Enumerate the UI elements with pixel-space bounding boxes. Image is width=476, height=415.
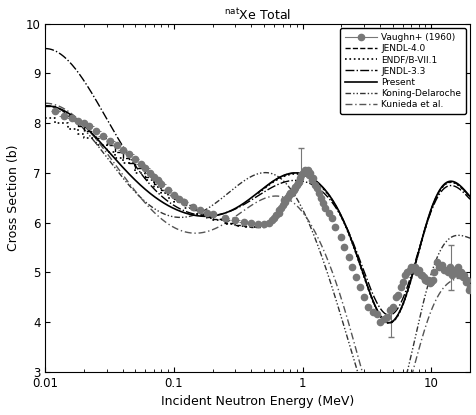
Legend: Vaughn+ (1960), JENDL-4.0, ENDF/B-VII.1, JENDL-3.3, Present, Koning-Delaroche, K: Vaughn+ (1960), JENDL-4.0, ENDF/B-VII.1,… <box>340 28 465 114</box>
X-axis label: Incident Neutron Energy (MeV): Incident Neutron Energy (MeV) <box>161 395 354 408</box>
Title: $^{\mathrm{nat}}$Xe Total: $^{\mathrm{nat}}$Xe Total <box>224 7 291 22</box>
Y-axis label: Cross Section (b): Cross Section (b) <box>7 144 20 251</box>
